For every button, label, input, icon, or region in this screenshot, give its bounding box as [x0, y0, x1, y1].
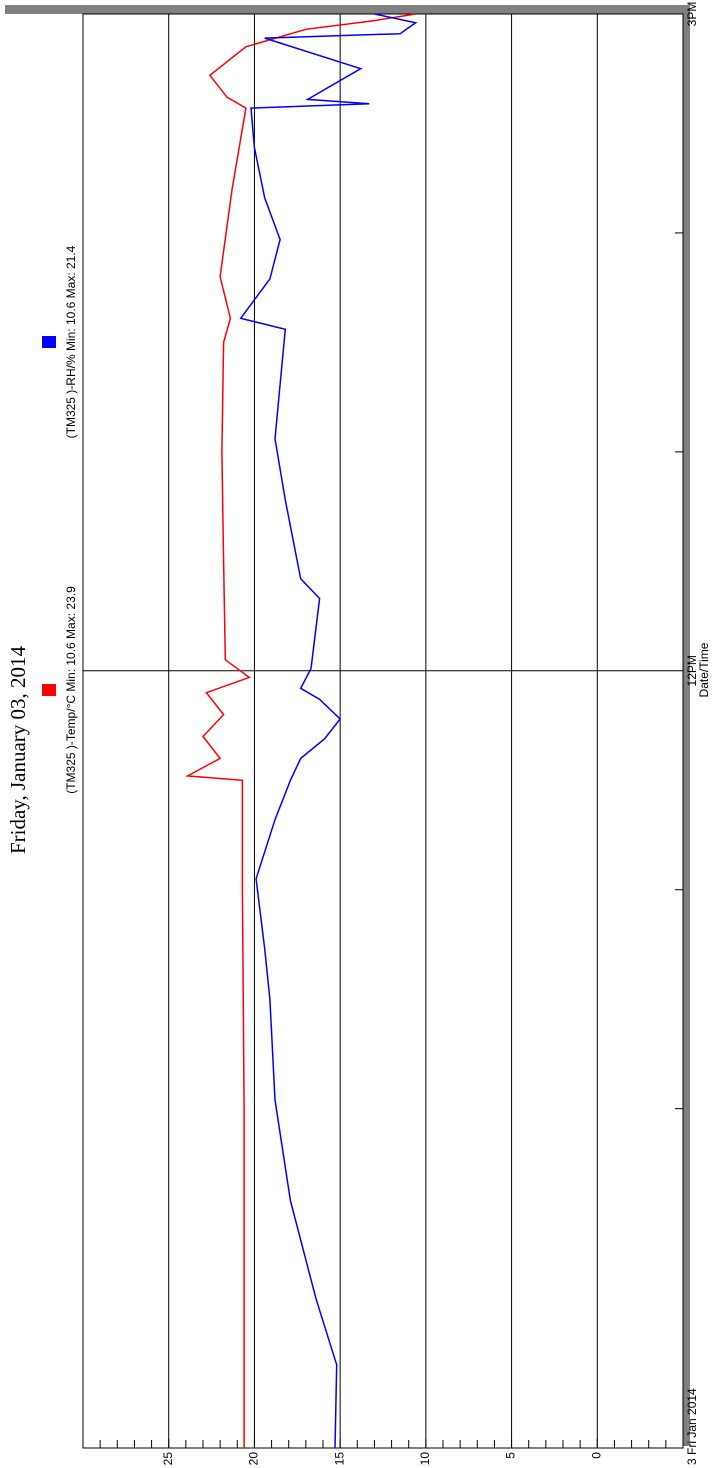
rotated-chart: Friday, January 03, 2014 Date/Time 25 20 1…: [5, 2, 711, 1466]
y-tick-label: 20: [247, 1452, 261, 1466]
x-axis-label: Date/Time: [697, 642, 711, 697]
legend-swatch: [42, 684, 56, 696]
x-tick-label: 3 Fri Jan 2014: [685, 1388, 699, 1465]
plot-frame: [82, 13, 684, 1449]
chart-title: Friday, January 03, 2014: [6, 645, 30, 854]
data-line: [239, 13, 418, 1449]
frame-shadow: [683, 5, 690, 1446]
y-tick-label: 5: [504, 1452, 518, 1459]
legend-swatch: [42, 336, 56, 348]
y-tick-label: 15: [332, 1452, 346, 1466]
legend-label: (TM325 )-Temp/°C Min: 10.6 Max: 23.9: [64, 586, 78, 794]
frame-shadow: [5, 5, 690, 14]
x-tick-label: 3PM: [685, 2, 699, 27]
legend-label: (TM325 )-RH/% Min: 10.6 Max: 21.4: [64, 245, 78, 438]
data-line: [185, 13, 416, 1448]
y-tick-label: 0: [589, 1452, 603, 1459]
y-tick-label: 25: [161, 1452, 175, 1466]
y-tick-label: 10: [418, 1452, 432, 1466]
x-tick-label: 12PM: [685, 655, 699, 686]
